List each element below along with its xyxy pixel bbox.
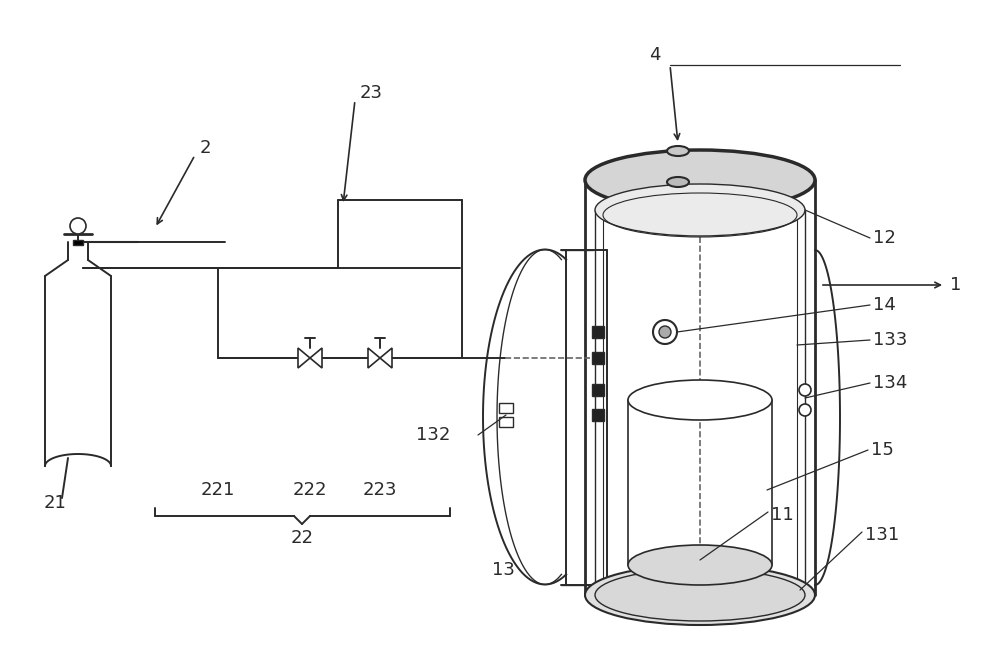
Text: 1: 1: [950, 276, 961, 294]
Bar: [73, 240, 83, 245]
Bar: [592, 409, 604, 421]
Ellipse shape: [628, 545, 772, 585]
Text: 222: 222: [293, 481, 327, 499]
Bar: [592, 352, 604, 364]
Ellipse shape: [667, 146, 689, 156]
Text: 134: 134: [873, 374, 907, 392]
Text: 221: 221: [201, 481, 235, 499]
Text: 12: 12: [873, 229, 896, 247]
Text: 13: 13: [492, 561, 515, 579]
Text: 11: 11: [771, 506, 794, 524]
Text: 23: 23: [360, 84, 383, 102]
Bar: [592, 384, 604, 396]
Text: 21: 21: [44, 494, 66, 512]
Polygon shape: [368, 348, 380, 368]
Text: 131: 131: [865, 526, 899, 544]
Bar: [499, 417, 513, 427]
Ellipse shape: [585, 565, 815, 625]
Ellipse shape: [595, 184, 805, 236]
Circle shape: [799, 384, 811, 396]
Ellipse shape: [628, 380, 772, 420]
Text: 133: 133: [873, 331, 907, 349]
Text: 4: 4: [649, 46, 661, 64]
Text: 15: 15: [871, 441, 894, 459]
Ellipse shape: [595, 569, 805, 621]
Text: 22: 22: [290, 529, 314, 547]
Text: 14: 14: [873, 296, 896, 314]
Polygon shape: [380, 348, 392, 368]
Polygon shape: [310, 348, 322, 368]
Ellipse shape: [585, 150, 815, 210]
Circle shape: [70, 218, 86, 234]
Polygon shape: [298, 348, 310, 368]
Bar: [592, 326, 604, 338]
Bar: [499, 403, 513, 413]
Text: 2: 2: [200, 139, 212, 157]
Circle shape: [659, 326, 671, 338]
Text: 132: 132: [416, 426, 450, 444]
Circle shape: [799, 404, 811, 416]
Ellipse shape: [667, 177, 689, 187]
Circle shape: [653, 320, 677, 344]
Text: 223: 223: [363, 481, 397, 499]
